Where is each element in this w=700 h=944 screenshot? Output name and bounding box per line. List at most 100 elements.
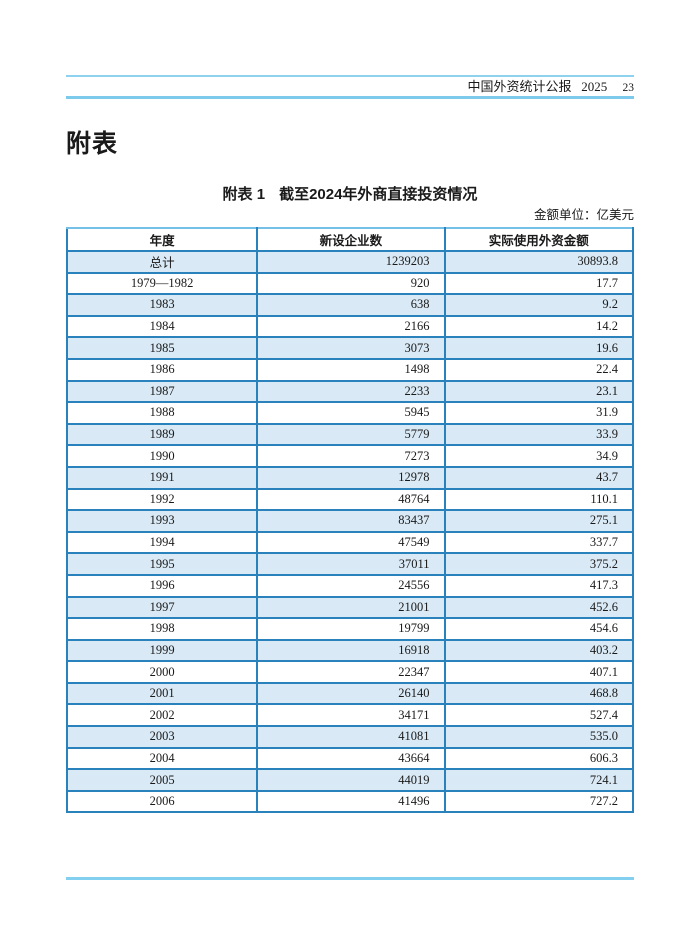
table-row: 1988 5945 31.9 bbox=[65, 401, 635, 425]
year-cell: 1979—1982 bbox=[65, 271, 259, 296]
publication-year: 2025 bbox=[581, 79, 608, 94]
amount-cell: 452.6 bbox=[443, 595, 635, 620]
amount-cell: 468.8 bbox=[443, 681, 635, 706]
table-row: 2001 26140 468.8 bbox=[65, 681, 635, 706]
enterprises-cell: 3073 bbox=[256, 336, 446, 360]
year-cell: 1991 bbox=[65, 465, 259, 490]
section-heading: 附表 bbox=[66, 130, 119, 158]
running-head: 中国外资统计公报 2025 23 bbox=[467, 78, 634, 97]
table-row: 1989 5779 33.9 bbox=[65, 422, 635, 447]
amount-cell: 527.4 bbox=[443, 703, 635, 728]
unit-note: 金额单位：亿美元 bbox=[533, 208, 634, 222]
table-row: 1997 21001 452.6 bbox=[65, 595, 635, 620]
amount-cell: 33.9 bbox=[443, 422, 635, 447]
table-row: 2004 43664 606.3 bbox=[65, 746, 635, 771]
amount-cell: 403.2 bbox=[443, 638, 635, 663]
year-cell: 1985 bbox=[65, 336, 259, 360]
table-header-row: 年度 新设企业数 实际使用外资金额 bbox=[65, 227, 635, 252]
enterprises-cell: 34171 bbox=[256, 703, 446, 728]
amount-cell: 110.1 bbox=[443, 487, 635, 512]
table-title-text: 截至2024年外商直接投资情况 bbox=[279, 186, 478, 203]
table-title: 附表 1 截至2024年外商直接投资情况 bbox=[0, 183, 700, 204]
year-cell: 2000 bbox=[65, 660, 259, 684]
year-cell: 1988 bbox=[65, 401, 259, 425]
table-row: 2000 22347 407.1 bbox=[65, 660, 635, 684]
column-header-year: 年度 bbox=[65, 227, 259, 252]
year-cell: 1996 bbox=[65, 573, 259, 598]
table-row: 1993 83437 275.1 bbox=[65, 509, 635, 533]
enterprises-cell: 37011 bbox=[256, 552, 446, 576]
enterprises-cell: 2233 bbox=[256, 379, 446, 404]
year-cell: 2001 bbox=[65, 681, 259, 706]
table-row: 1998 19799 454.6 bbox=[65, 617, 635, 641]
table-row: 2005 44019 724.1 bbox=[65, 768, 635, 792]
enterprises-cell: 12978 bbox=[256, 465, 446, 490]
amount-cell: 30893.8 bbox=[443, 250, 635, 274]
amount-cell: 417.3 bbox=[443, 573, 635, 598]
amount-cell: 31.9 bbox=[443, 401, 635, 425]
enterprises-cell: 41496 bbox=[256, 789, 446, 814]
table-row: 1995 37011 375.2 bbox=[65, 552, 635, 576]
enterprises-cell: 26140 bbox=[256, 681, 446, 706]
year-cell: 1992 bbox=[65, 487, 259, 512]
table-row: 1991 12978 43.7 bbox=[65, 465, 635, 490]
enterprises-cell: 1498 bbox=[256, 357, 446, 382]
table-row: 1986 1498 22.4 bbox=[65, 357, 635, 382]
table-title-label: 附表 1 bbox=[222, 186, 266, 203]
enterprises-cell: 48764 bbox=[256, 487, 446, 512]
table-body: 总计 1239203 30893.8 1979—1982 920 17.7 1983 638 9… bbox=[65, 250, 635, 814]
year-cell: 1987 bbox=[65, 379, 259, 404]
amount-cell: 407.1 bbox=[443, 660, 635, 684]
enterprises-cell: 1239203 bbox=[256, 250, 446, 274]
header-rule-bottom bbox=[66, 96, 634, 99]
year-cell: 1998 bbox=[65, 617, 259, 641]
enterprises-cell: 5779 bbox=[256, 422, 446, 447]
enterprises-cell: 16918 bbox=[256, 638, 446, 663]
enterprises-cell: 638 bbox=[256, 293, 446, 317]
year-cell: 2006 bbox=[65, 789, 259, 814]
amount-cell: 535.0 bbox=[443, 725, 635, 749]
enterprises-cell: 41081 bbox=[256, 725, 446, 749]
amount-cell: 337.7 bbox=[443, 530, 635, 555]
table-row: 总计 1239203 30893.8 bbox=[65, 250, 635, 274]
amount-cell: 23.1 bbox=[443, 379, 635, 404]
amount-cell: 17.7 bbox=[443, 271, 635, 296]
table-row: 1992 48764 110.1 bbox=[65, 487, 635, 512]
enterprises-cell: 5945 bbox=[256, 401, 446, 425]
table-row: 1999 16918 403.2 bbox=[65, 638, 635, 663]
year-cell: 2003 bbox=[65, 725, 259, 749]
year-cell: 1990 bbox=[65, 444, 259, 468]
publication-title: 中国外资统计公报 bbox=[467, 79, 572, 94]
year-cell: 1995 bbox=[65, 552, 259, 576]
enterprises-cell: 43664 bbox=[256, 746, 446, 771]
table-row: 1987 2233 23.1 bbox=[65, 379, 635, 404]
year-cell: 总计 bbox=[65, 250, 259, 274]
table-header: 年度 新设企业数 实际使用外资金额 bbox=[65, 227, 635, 252]
enterprises-cell: 44019 bbox=[256, 768, 446, 792]
table-row: 1985 3073 19.6 bbox=[65, 336, 635, 360]
year-cell: 2005 bbox=[65, 768, 259, 792]
amount-cell: 9.2 bbox=[443, 293, 635, 317]
year-cell: 1993 bbox=[65, 509, 259, 533]
column-header-enterprises: 新设企业数 bbox=[256, 227, 446, 252]
amount-cell: 454.6 bbox=[443, 617, 635, 641]
table-row: 1994 47549 337.7 bbox=[65, 530, 635, 555]
column-header-amount: 实际使用外资金额 bbox=[443, 227, 635, 252]
fdi-table: 年度 新设企业数 实际使用外资金额 总计 1239203 30893.8 1979—1… bbox=[65, 227, 635, 814]
table-row: 2003 41081 535.0 bbox=[65, 725, 635, 749]
amount-cell: 43.7 bbox=[443, 465, 635, 490]
year-cell: 1989 bbox=[65, 422, 259, 447]
table-row: 1984 2166 14.2 bbox=[65, 314, 635, 339]
page-number: 23 bbox=[622, 82, 635, 94]
year-cell: 1984 bbox=[65, 314, 259, 339]
table-row: 2006 41496 727.2 bbox=[65, 789, 635, 814]
year-cell: 1983 bbox=[65, 293, 259, 317]
table-row: 1996 24556 417.3 bbox=[65, 573, 635, 598]
year-cell: 1986 bbox=[65, 357, 259, 382]
enterprises-cell: 7273 bbox=[256, 444, 446, 468]
header-rule-top bbox=[66, 75, 634, 77]
amount-cell: 375.2 bbox=[443, 552, 635, 576]
table-row: 1983 638 9.2 bbox=[65, 293, 635, 317]
amount-cell: 724.1 bbox=[443, 768, 635, 792]
